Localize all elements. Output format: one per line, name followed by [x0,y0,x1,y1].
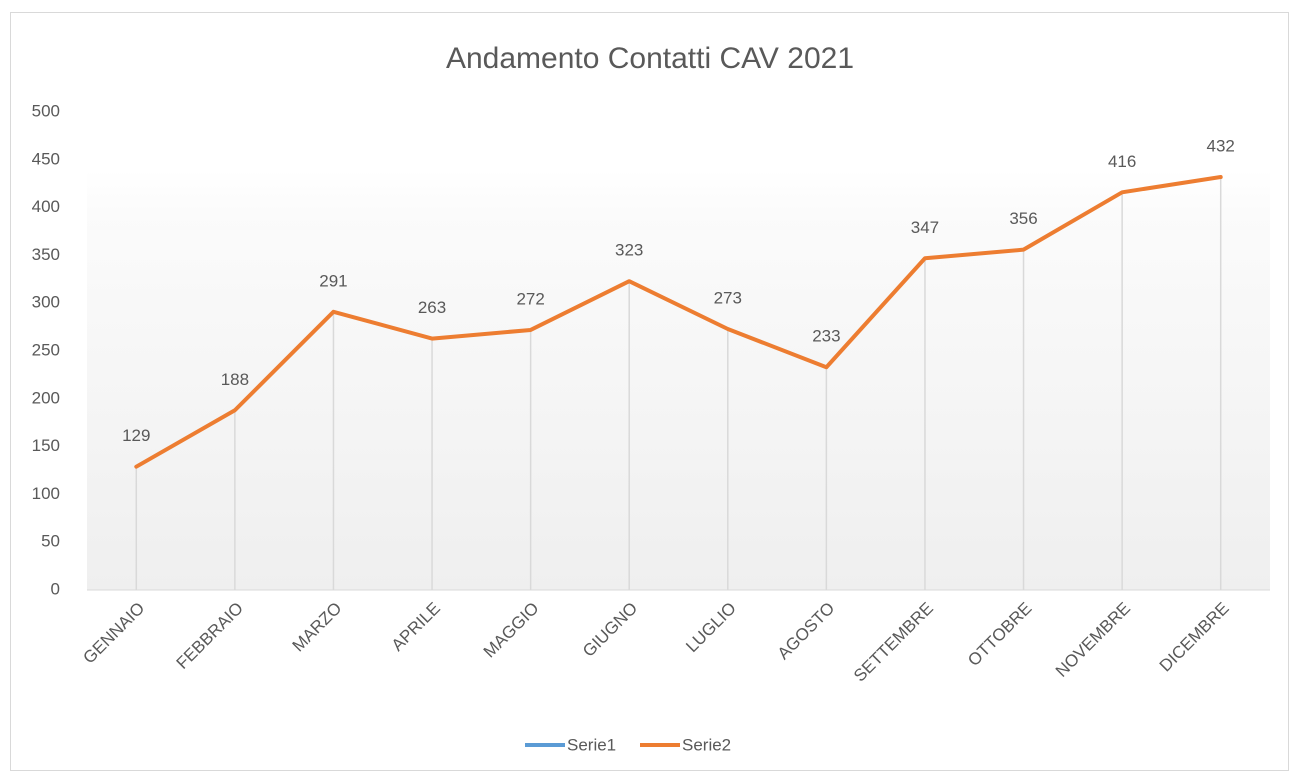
data-label: 129 [122,426,150,445]
data-label: 323 [615,241,643,260]
data-label: 233 [812,327,840,346]
y-tick-label: 0 [51,579,60,598]
y-tick-label: 200 [32,388,60,407]
y-tick-label: 250 [32,340,60,359]
data-label: 272 [516,289,544,308]
y-tick-label: 450 [32,149,60,168]
data-label: 273 [714,288,742,307]
y-tick-label: 300 [32,293,60,312]
chart-title: Andamento Contatti CAV 2021 [446,42,854,75]
data-label: 291 [319,271,347,290]
legend-label: Serie2 [682,735,731,754]
series-line [134,175,1223,469]
y-tick-label: 100 [32,484,60,503]
data-label: 347 [911,218,939,237]
y-tick-label: 50 [41,532,60,551]
data-label: 356 [1009,209,1037,228]
plot-background [87,170,1270,590]
y-tick-label: 400 [32,197,60,216]
y-tick-label: 500 [32,101,60,120]
y-tick-label: 150 [32,436,60,455]
data-label: 188 [221,370,249,389]
data-label: 263 [418,298,446,317]
legend-label: Serie1 [567,735,616,754]
y-tick-label: 350 [32,245,60,264]
data-label: 416 [1108,152,1136,171]
data-label: 432 [1207,136,1235,155]
